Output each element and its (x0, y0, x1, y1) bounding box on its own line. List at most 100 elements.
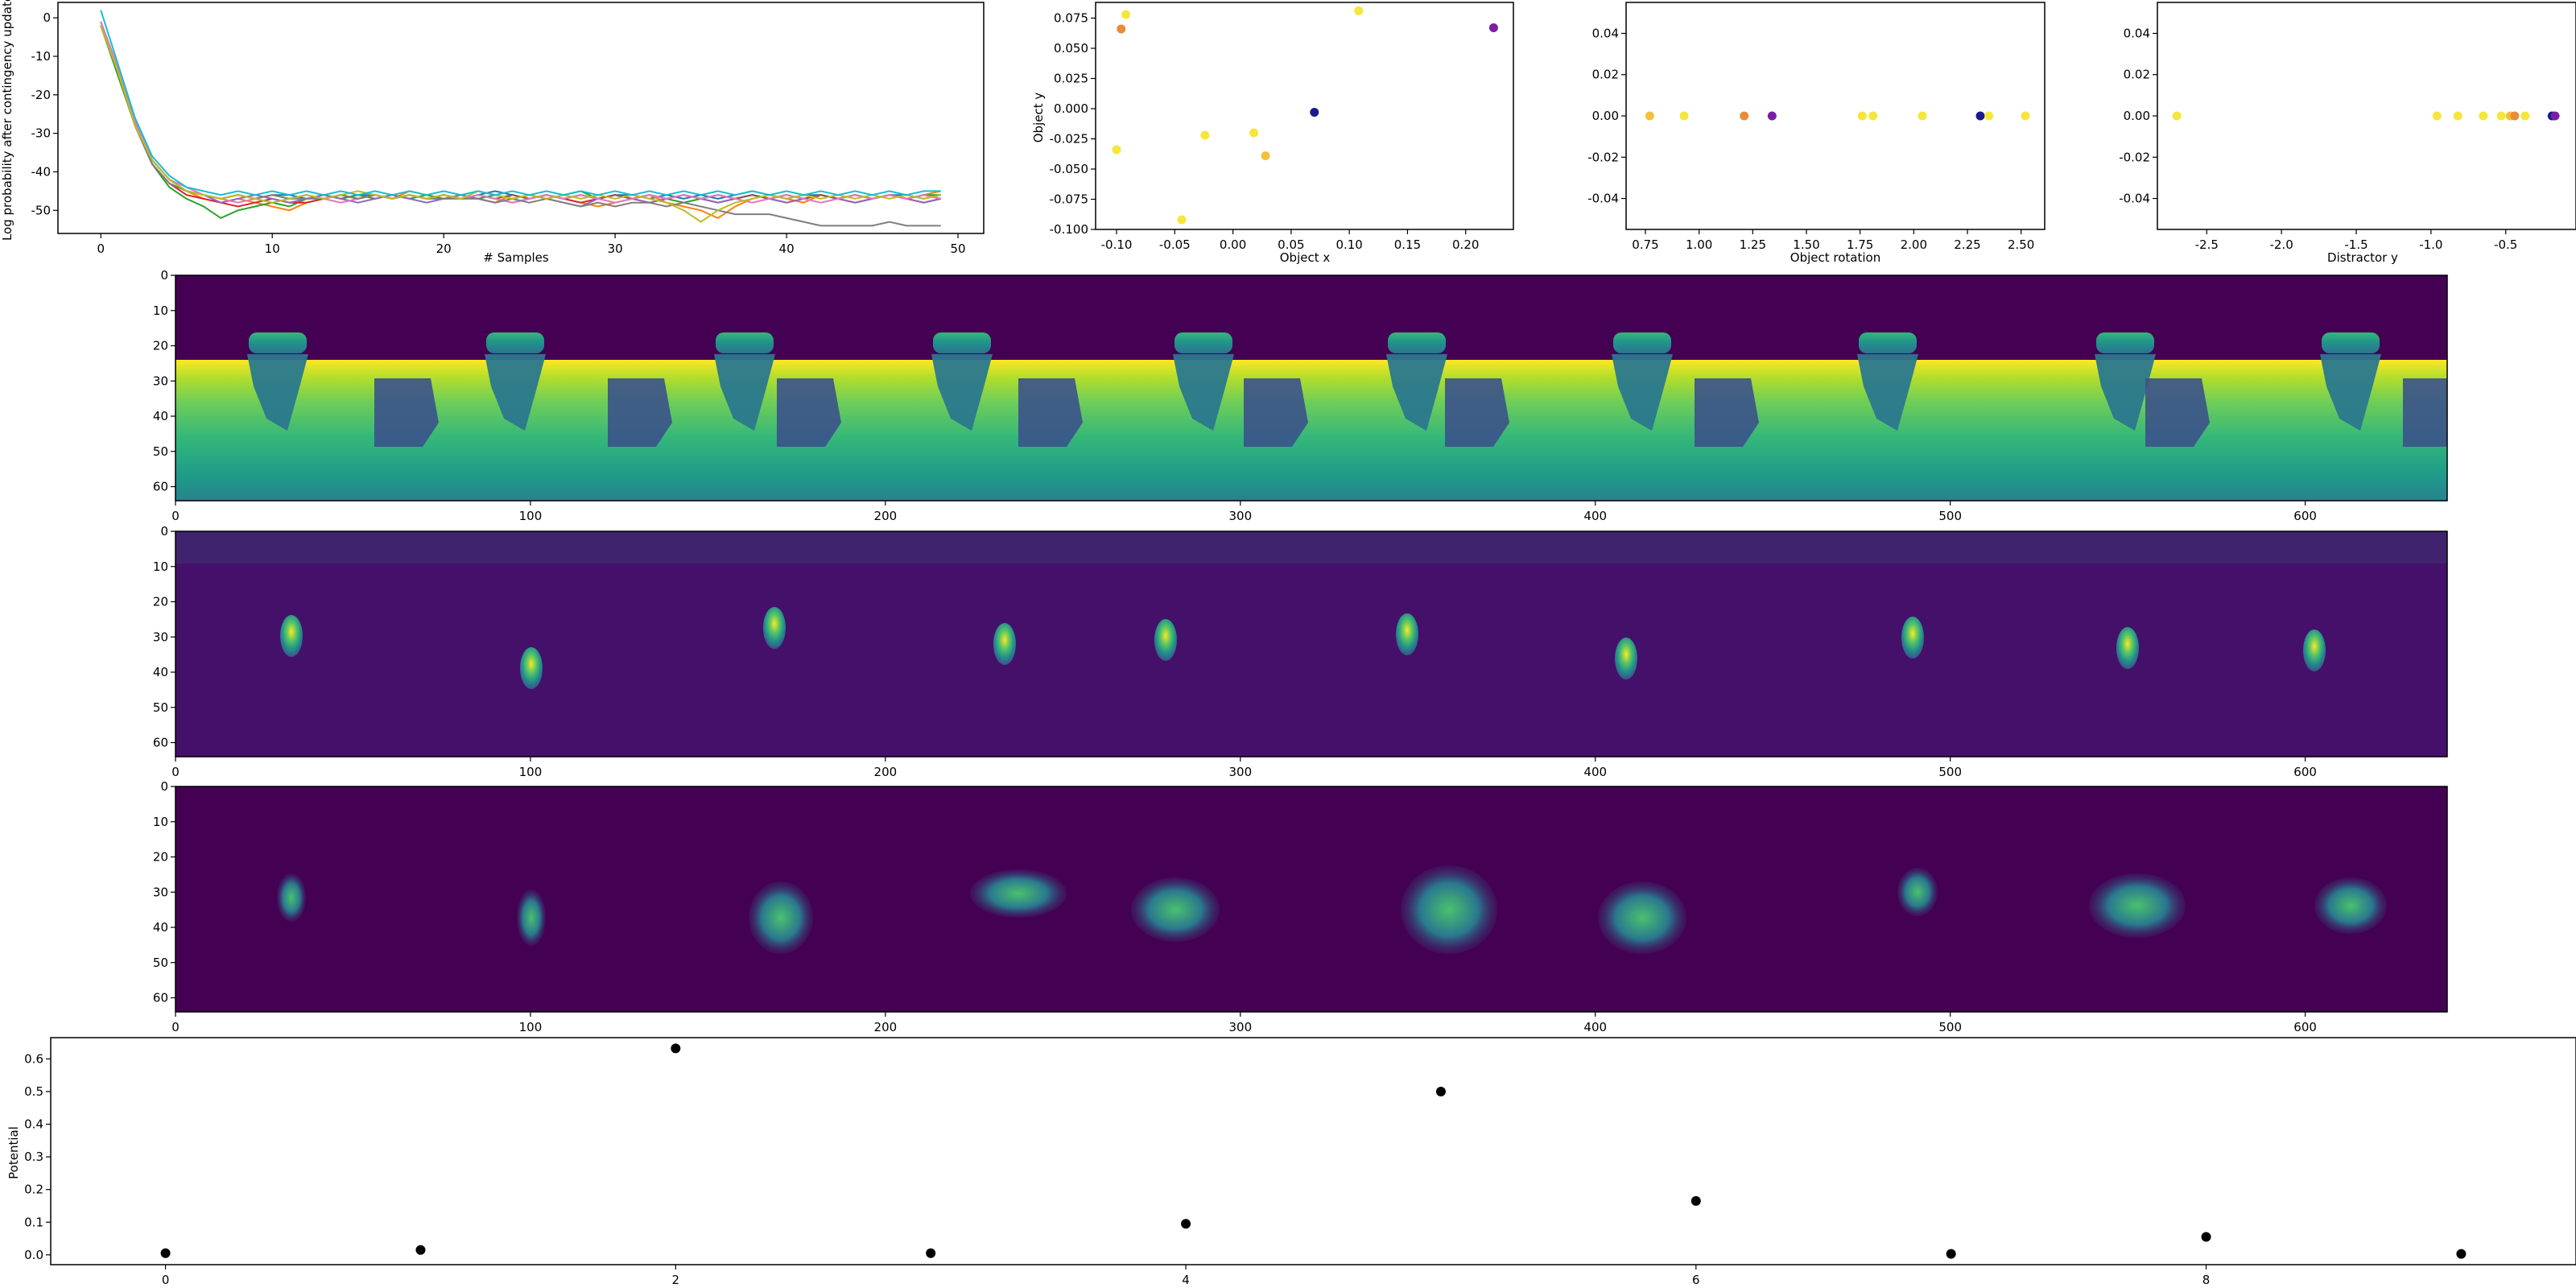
potential-point (2201, 1232, 2211, 1242)
x-tick-label: 300 (1228, 509, 1252, 523)
data-point (1975, 111, 1985, 121)
y-axis-ticks: -0.04 -0.02 0.00 0.02 0.04 (2119, 26, 2157, 206)
object-position-points (1112, 6, 1498, 225)
x-tick-label: 100 (519, 1020, 543, 1034)
x-tick-label: 0 (162, 1273, 170, 1287)
attention-image-strip: 0 100 200 300 400 500 600 0 10 20 30 40 50 60 (153, 524, 2448, 779)
y-tick-label: 50 (153, 444, 168, 459)
y-tick-label: 0.04 (2124, 26, 2150, 40)
x-tick-label: -0.05 (1159, 237, 1191, 252)
x-tick-label: 500 (1938, 765, 1962, 779)
x-axis-ticks: 0 100 200 300 400 500 600 (171, 1012, 2317, 1034)
x-tick-label: 50 (951, 242, 966, 256)
y-tick-label: 0 (43, 10, 51, 25)
y-tick-label: 0.0 (24, 1248, 43, 1262)
y-tick-label: 0.075 (1054, 11, 1088, 26)
x-axis-ticks: -2.5 -2.0 -1.5 -1.0 -0.5 (2195, 229, 2517, 252)
x-tick-label: 10 (265, 242, 280, 256)
x-tick-label: 500 (1938, 509, 1962, 523)
data-point (1645, 111, 1654, 121)
log-probability-lines (100, 10, 942, 227)
y-axis-ticks: -0.04 -0.02 0.00 0.02 0.04 (1587, 26, 1626, 206)
data-point (1918, 111, 1927, 121)
x-tick-label: 300 (1228, 1020, 1252, 1034)
potential-point (1435, 1086, 1446, 1096)
x-axis-label: Object rotation (1790, 250, 1880, 265)
cup-rim (2322, 332, 2380, 353)
attention-background (175, 531, 2447, 757)
prediction-blob (1401, 865, 1497, 954)
x-tick-label: 2 (672, 1273, 680, 1287)
x-tick-label: 0 (97, 242, 105, 256)
y-tick-label: 50 (153, 956, 168, 970)
y-axis-ticks: 0 10 20 30 40 50 60 (153, 524, 175, 750)
potential-point (1690, 1195, 1701, 1206)
cup-body (714, 354, 775, 431)
x-tick-label: 0.15 (1394, 237, 1421, 252)
cup-rim (1174, 332, 1232, 353)
potential-point (160, 1248, 171, 1258)
x-tick-label: 2.00 (1901, 237, 1927, 252)
data-point (1261, 151, 1270, 160)
x-tick-label: 300 (1228, 765, 1252, 779)
attention-blob (1396, 613, 1418, 655)
cup-body (1173, 354, 1234, 431)
x-tick-label: -1.5 (2344, 237, 2368, 252)
prediction-image-strip: 0 100 200 300 400 500 600 0 10 20 30 40 50 60 (153, 779, 2448, 1034)
x-tick-label: 0.75 (1632, 237, 1658, 252)
data-point (1112, 145, 1121, 155)
x-axis-ticks: 0 2 4 6 8 (162, 1265, 2210, 1287)
distractor-y-points (2172, 111, 2560, 121)
attention-blobs (280, 607, 2326, 689)
x-tick-label: 6 (1692, 1273, 1700, 1287)
y-tick-label: 30 (153, 630, 168, 644)
x-axis-ticks: 0 10 20 30 40 50 (97, 233, 966, 256)
x-tick-label: 0.00 (1220, 237, 1246, 252)
y-tick-label: 0.025 (1054, 72, 1088, 86)
attention-blob (993, 623, 1016, 665)
prediction-blob (970, 869, 1067, 918)
depth-background (175, 275, 2447, 360)
y-tick-label: 0.6 (24, 1051, 43, 1066)
y-tick-label: -20 (31, 88, 52, 102)
series-line (100, 21, 942, 204)
x-tick-label: 20 (436, 242, 452, 256)
x-tick-label: 2.25 (1954, 237, 1980, 252)
x-tick-label: 40 (779, 242, 795, 256)
y-axis-ticks: 0.0 0.1 0.2 0.3 0.4 0.5 0.6 (24, 1051, 51, 1262)
prediction-blob (2314, 877, 2387, 934)
depth-objects (247, 332, 2447, 447)
x-tick-label: -0.5 (2494, 237, 2517, 252)
series-line (100, 25, 941, 220)
prediction-blob (2089, 873, 2186, 938)
series-line (100, 21, 942, 208)
y-tick-label: 20 (153, 850, 168, 865)
object-rotation-scatter: 0.75 1.00 1.25 1.50 1.75 2.00 2.25 2.50 -0.04-0… (1587, 2, 2046, 265)
x-tick-label: -2.0 (2270, 237, 2293, 252)
cup-body (2095, 354, 2156, 431)
potential-point (926, 1248, 936, 1258)
y-tick-label: -10 (31, 49, 52, 64)
data-point (1857, 111, 1867, 121)
depth-floor (175, 360, 2447, 501)
x-tick-label: -1.0 (2419, 237, 2442, 252)
attention-blob (280, 615, 303, 657)
box-object (1445, 378, 1509, 447)
data-point (2496, 111, 2506, 121)
y-tick-label: -0.02 (1587, 150, 1619, 164)
x-tick-label: 1.00 (1686, 237, 1712, 252)
prediction-blob (277, 873, 306, 922)
y-tick-label: 60 (153, 991, 168, 1005)
series-line (100, 25, 942, 200)
box-object (2403, 378, 2447, 447)
data-point (1200, 130, 1210, 140)
data-point (1868, 111, 1878, 121)
cup-body (247, 354, 308, 431)
cup-rim (2096, 332, 2154, 353)
x-tick-label: 8 (2202, 1273, 2211, 1287)
data-point (2520, 111, 2530, 121)
x-axis-label: # Samples (483, 250, 549, 265)
y-tick-label: 40 (153, 665, 168, 679)
attention-blob (1901, 617, 1924, 658)
